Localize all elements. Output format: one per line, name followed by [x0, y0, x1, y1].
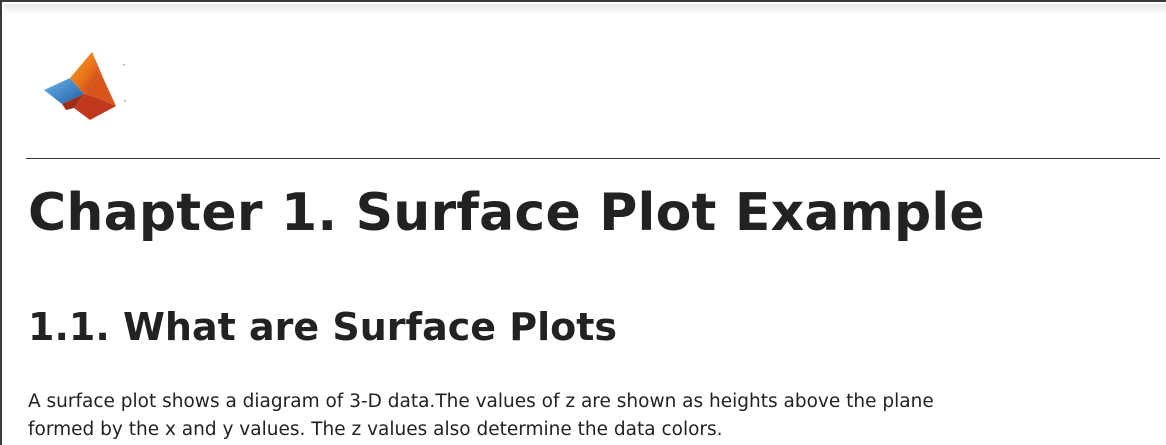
top-shadow [4, 4, 1166, 14]
paragraph-line: A surface plot shows a diagram of 3-D da… [28, 391, 934, 412]
body-paragraph: A surface plot shows a diagram of 3-D da… [28, 388, 1148, 444]
header-divider [26, 158, 1160, 159]
paragraph-line: formed by the x and y values. The z valu… [28, 419, 723, 440]
matlab-membrane-logo-icon [40, 50, 130, 124]
chapter-title: Chapter 1. Surface Plot Example [28, 183, 985, 243]
section-title: 1.1. What are Surface Plots [28, 305, 617, 349]
